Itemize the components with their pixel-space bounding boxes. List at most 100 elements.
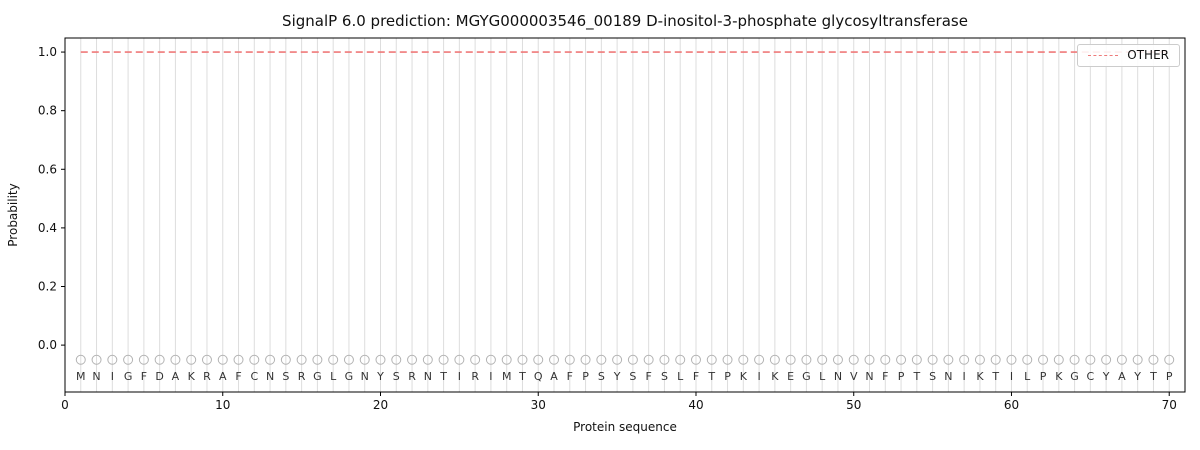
residue-marker: [896, 354, 907, 365]
sequence-letter: P: [898, 370, 905, 383]
residue-marker: [564, 354, 575, 365]
residue-marker: [123, 354, 134, 365]
residue-marker: [1006, 354, 1017, 365]
sequence-letter: N: [361, 370, 369, 383]
residue-marker: [154, 354, 165, 365]
residue-marker: [848, 354, 859, 365]
sequence-letter: S: [661, 370, 668, 383]
residue-marker: [1116, 354, 1127, 365]
residue-marker: [549, 354, 560, 365]
residue-marker: [690, 354, 701, 365]
sequence-letter: P: [1040, 370, 1047, 383]
sequence-letter: T: [439, 370, 447, 383]
sequence-letter: Y: [1102, 370, 1110, 383]
y-tick-label: 0.6: [38, 162, 57, 176]
sequence-letter: C: [250, 370, 258, 383]
residue-marker: [785, 354, 796, 365]
sequence-letter: I: [757, 370, 760, 383]
residue-marker: [1132, 354, 1143, 365]
residue-marker: [959, 354, 970, 365]
residue-marker: [186, 354, 197, 365]
x-tick-label: 30: [531, 398, 546, 412]
residue-marker: [485, 354, 496, 365]
sequence-letter: R: [408, 370, 416, 383]
sequence-letter: G: [1070, 370, 1079, 383]
residue-marker: [832, 354, 843, 365]
x-tick-label: 40: [688, 398, 703, 412]
residue-marker: [1038, 354, 1049, 365]
sequence-letter: F: [567, 370, 573, 383]
y-tick-label: 1.0: [38, 45, 57, 59]
sequence-letter: Y: [613, 370, 621, 383]
x-tick-label: 0: [61, 398, 69, 412]
residue-marker: [501, 354, 512, 365]
residue-marker: [170, 354, 181, 365]
axis-ticks: 0 10 20 30 40 50 60 70 0.0 0.2 0.4 0.6 0.8 1.0: [38, 45, 1177, 412]
sequence-letter: A: [219, 370, 227, 383]
residue-marker: [990, 354, 1001, 365]
y-axis-label: Probability: [6, 183, 20, 246]
sequence-letter: R: [298, 370, 306, 383]
residue-marker: [612, 354, 623, 365]
legend: OTHER: [1077, 44, 1180, 67]
residue-marker: [517, 354, 528, 365]
sequence-letter: T: [912, 370, 920, 383]
sequence-letter: K: [740, 370, 748, 383]
sequence-letter: N: [865, 370, 873, 383]
residue-marker: [75, 354, 86, 365]
sequence-letter: F: [882, 370, 888, 383]
residue-marker: [1101, 354, 1112, 365]
y-tick-label: 0.8: [38, 104, 57, 118]
residue-marker: [280, 354, 291, 365]
residue-marker: [864, 354, 875, 365]
residue-marker: [233, 354, 244, 365]
sequence-letter: F: [693, 370, 699, 383]
sequence-letter: N: [944, 370, 952, 383]
sequence-letter: T: [707, 370, 715, 383]
residue-marker: [659, 354, 670, 365]
residue-marker: [1085, 354, 1096, 365]
sequence-letter: I: [489, 370, 492, 383]
sequence-letter: V: [850, 370, 858, 383]
legend-label: OTHER: [1127, 48, 1169, 62]
residue-marker: [91, 354, 102, 365]
sequence-letter: K: [1055, 370, 1063, 383]
sequence-letter: N: [266, 370, 274, 383]
sequence-letter: S: [282, 370, 289, 383]
sequence-letter: S: [598, 370, 605, 383]
residue-marker: [801, 354, 812, 365]
gridlines: [80, 38, 1170, 392]
sequence-letter: I: [1010, 370, 1013, 383]
x-tick-label: 20: [373, 398, 388, 412]
residue-marker: [265, 354, 276, 365]
residue-marker: [343, 354, 354, 365]
residue-marker: [407, 354, 418, 365]
sequence-letter: P: [1166, 370, 1173, 383]
residue-marker: [107, 354, 118, 365]
residue-marker: [1164, 354, 1175, 365]
residue-marker: [391, 354, 402, 365]
residue-marker: [627, 354, 638, 365]
sequence-letter: A: [172, 370, 180, 383]
residue-marker: [312, 354, 323, 365]
sequence-letter: L: [677, 370, 684, 383]
residue-marker: [974, 354, 985, 365]
x-tick-label: 50: [846, 398, 861, 412]
sequence-letter: N: [92, 370, 100, 383]
residue-marker: [1148, 354, 1159, 365]
sequence-letter: P: [724, 370, 731, 383]
sequence-letter: F: [645, 370, 651, 383]
sequence-letter: I: [458, 370, 461, 383]
sequence-letter: F: [141, 370, 147, 383]
sequence-letter: D: [155, 370, 163, 383]
sequence-letter: S: [629, 370, 636, 383]
legend-dashed-line-sample: [1088, 54, 1119, 56]
residue-marker: [1022, 354, 1033, 365]
residue-marker: [580, 354, 591, 365]
y-tick-label: 0.0: [38, 338, 57, 352]
x-tick-label: 70: [1162, 398, 1177, 412]
sequence-letter: T: [1149, 370, 1157, 383]
residue-marker: [706, 354, 717, 365]
